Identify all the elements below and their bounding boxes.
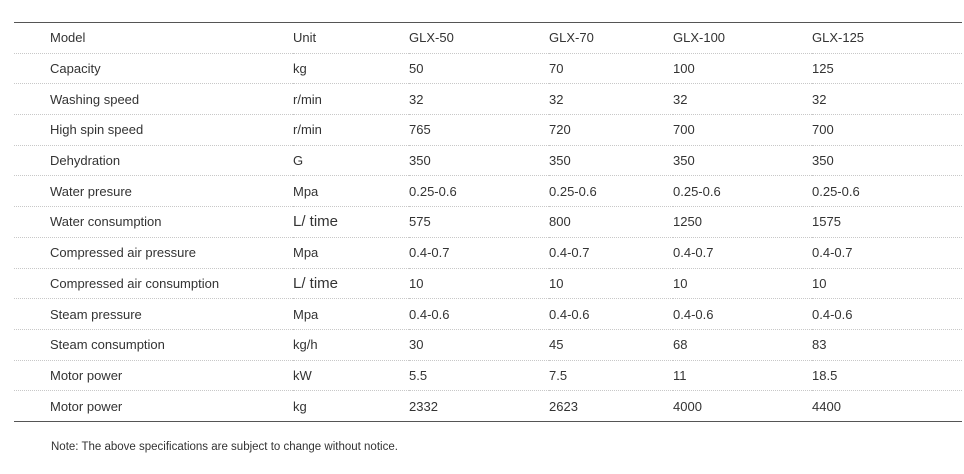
- glx-50-cell: 350: [409, 144, 549, 176]
- glx-125-cell: 1575: [812, 206, 962, 238]
- glx-50-cell: 32: [409, 83, 549, 115]
- glx-100-cell: 0.25-0.6: [673, 175, 812, 207]
- parameter-cell: Motor power: [14, 390, 293, 422]
- unit-cell: kg: [293, 61, 307, 77]
- glx-50-cell: 0.25-0.6: [409, 175, 549, 207]
- glx-125-cell: 83: [812, 328, 962, 361]
- unit-cell: Mpa: [293, 236, 409, 268]
- glx-50-cell: 0.4-0.6: [409, 298, 549, 330]
- glx-125-cell: 125: [812, 61, 834, 77]
- glx-50-cell: 765: [409, 114, 549, 146]
- glx-50-cell: 50: [409, 61, 424, 77]
- table-row: High spin speed r/min 765 720 700 700: [14, 114, 962, 146]
- unit-cell: Mpa: [293, 298, 409, 330]
- unit-cell: G: [293, 144, 409, 176]
- glx-70-cell: 32: [549, 83, 673, 115]
- glx-125-cell: 0.4-0.6: [812, 298, 962, 330]
- glx-100-cell: 68: [673, 328, 812, 361]
- parameter-cell: Capacity: [50, 61, 101, 77]
- glx-100-cell: 0.4-0.7: [673, 236, 812, 268]
- footnote: Note: The above specifications are subje…: [51, 441, 398, 453]
- glx-70-cell: 720: [549, 114, 673, 146]
- glx-70-cell: 350: [549, 144, 673, 176]
- glx-50-cell: 575: [409, 206, 549, 238]
- header-glx-50: GLX-50: [409, 22, 549, 54]
- glx-100-cell: 11: [673, 359, 812, 391]
- unit-cell: kg: [293, 390, 409, 422]
- table-row: Motor power kg 2332 2623 4000 4400: [14, 390, 962, 422]
- glx-70-cell: 0.25-0.6: [549, 175, 673, 207]
- parameter-cell: Steam consumption: [14, 328, 293, 361]
- glx-100-cell: 0.4-0.6: [673, 298, 812, 330]
- parameter-cell: Steam pressure: [14, 298, 293, 330]
- glx-70-cell: 45: [549, 328, 673, 361]
- glx-100-cell: 4000: [673, 390, 812, 422]
- unit-cell: L/ time: [293, 267, 409, 299]
- parameter-cell: Water consumption: [14, 206, 293, 238]
- glx-125-cell: 4400: [812, 390, 962, 422]
- glx-50-cell: 30: [409, 328, 549, 361]
- header-model: Model: [14, 22, 293, 54]
- unit-cell: r/min: [293, 83, 409, 115]
- glx-125-cell: 350: [812, 144, 962, 176]
- unit-cell: L/ time: [293, 206, 409, 238]
- glx-100-cell: 32: [673, 83, 812, 115]
- table-row: Capacity kg 50 70 100 125: [14, 53, 962, 84]
- glx-70-cell: 10: [549, 267, 673, 299]
- table-row: Washing speed r/min 32 32 32 32: [14, 83, 962, 115]
- glx-70-cell: 0.4-0.6: [549, 298, 673, 330]
- table-row: Compressed air pressure Mpa 0.4-0.7 0.4-0.7…: [14, 236, 962, 268]
- unit-cell: kW: [293, 359, 409, 391]
- header-glx-70: GLX-70: [549, 22, 673, 54]
- glx-125-cell: 0.25-0.6: [812, 175, 962, 207]
- unit-cell: kg/h: [293, 328, 409, 361]
- specifications-table: Model Unit GLX-50 GLX-70 GLX-100 GLX-125…: [14, 22, 962, 422]
- header-glx-125: GLX-125: [812, 22, 962, 54]
- table-header-row: Model Unit GLX-50 GLX-70 GLX-100 GLX-125: [14, 22, 962, 54]
- parameter-cell: Dehydration: [14, 144, 293, 176]
- table-row: Motor power kW 5.5 7.5 11 18.5: [14, 359, 962, 391]
- glx-50-cell: 0.4-0.7: [409, 236, 549, 268]
- header-unit: Unit: [293, 22, 409, 54]
- table-row: Steam pressure Mpa 0.4-0.6 0.4-0.6 0.4-0.6 0.…: [14, 298, 962, 330]
- table-row: Steam consumption kg/h 30 45 68 83: [14, 328, 962, 361]
- glx-70-cell: 7.5: [549, 359, 673, 391]
- glx-125-cell: 0.4-0.7: [812, 236, 962, 268]
- header-glx-100: GLX-100: [673, 22, 812, 54]
- glx-70-cell: 2623: [549, 390, 673, 422]
- parameter-cell: Washing speed: [14, 83, 293, 115]
- table-body: Capacity kg 50 70 100 125 Washing speed r/min 32…: [14, 53, 962, 422]
- table-row: Compressed air consumption L/ time 10 10 10 1…: [14, 267, 962, 299]
- parameter-cell: Compressed air pressure: [14, 236, 293, 268]
- parameter-cell: Water presure: [14, 175, 293, 207]
- table-row: Water consumption L/ time 575 800 1250 1575: [14, 206, 962, 238]
- glx-100-cell: 10: [673, 267, 812, 299]
- glx-50-cell: 2332: [409, 390, 549, 422]
- glx-50-cell: 10: [409, 267, 549, 299]
- glx-125-cell: 32: [812, 83, 962, 115]
- glx-70-cell: 800: [549, 206, 673, 238]
- parameter-cell: Motor power: [14, 359, 293, 391]
- unit-cell: r/min: [293, 114, 409, 146]
- glx-70-cell: 70: [549, 61, 564, 77]
- glx-100-cell: 350: [673, 144, 812, 176]
- glx-100-cell: 100: [673, 61, 695, 77]
- parameter-cell: Compressed air consumption: [14, 267, 293, 299]
- table-row: Dehydration G 350 350 350 350: [14, 144, 962, 176]
- glx-100-cell: 700: [673, 114, 812, 146]
- parameter-cell: High spin speed: [14, 114, 293, 146]
- glx-125-cell: 10: [812, 267, 962, 299]
- unit-cell: Mpa: [293, 175, 409, 207]
- glx-70-cell: 0.4-0.7: [549, 236, 673, 268]
- glx-125-cell: 700: [812, 114, 962, 146]
- table-row: Water presure Mpa 0.25-0.6 0.25-0.6 0.25-0.6…: [14, 175, 962, 207]
- glx-125-cell: 18.5: [812, 359, 962, 391]
- glx-100-cell: 1250: [673, 206, 812, 238]
- glx-50-cell: 5.5: [409, 359, 549, 391]
